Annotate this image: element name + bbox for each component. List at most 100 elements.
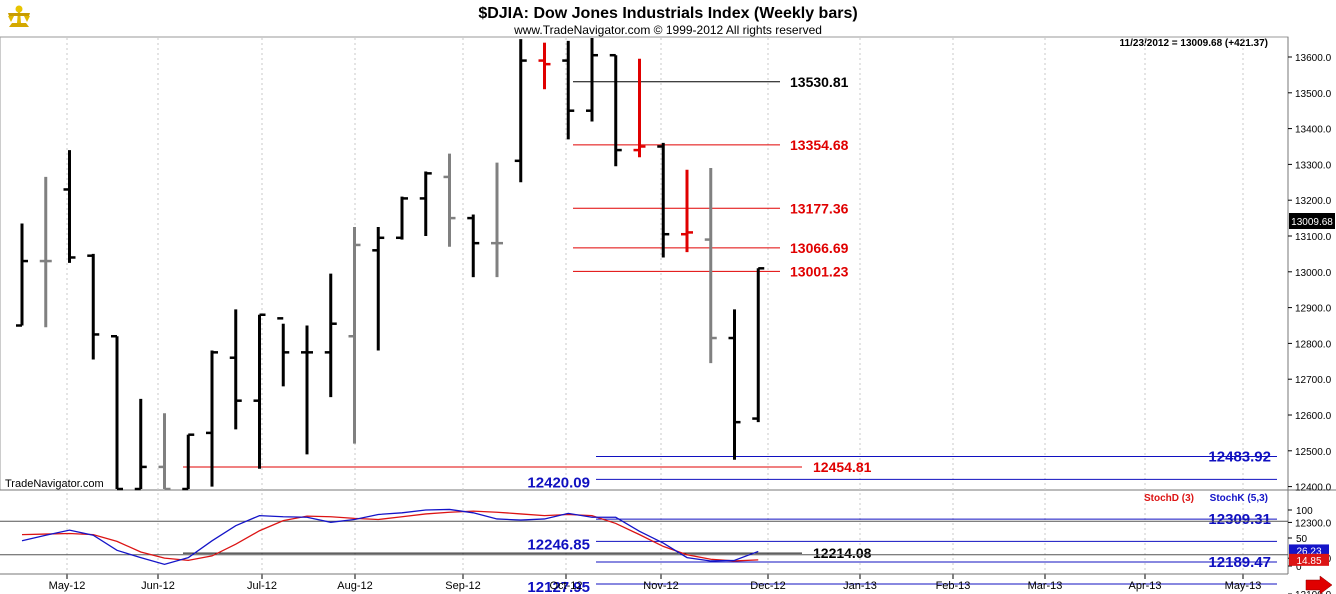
price-tick-label: 12100.0 [1295, 590, 1332, 594]
ohlc-bar [443, 153, 456, 247]
price-tick-label: 12400.0 [1295, 483, 1332, 494]
level-label: 12127.95 [527, 579, 590, 594]
price-axis: 12100.012200.012300.012400.012500.012600… [1288, 53, 1332, 594]
ohlc-bar [681, 169, 693, 253]
ohlc-bar [586, 38, 598, 122]
stochK-value-box [1289, 544, 1329, 557]
month-label: Jun-12 [141, 580, 175, 592]
ohlc-bar [134, 398, 147, 491]
ohlc-bar [63, 150, 76, 263]
ohlc-bar [182, 433, 195, 491]
price-tick-label: 13100.0 [1295, 232, 1332, 243]
price-bars [16, 38, 765, 491]
level-label: 13066.69 [790, 240, 849, 256]
stochK-legend: StochK (5,3) [1210, 493, 1268, 504]
level-lines: 13530.81 13354.68 13177.36 13066.69 13001.23… [183, 74, 1277, 594]
ohlc-bar [324, 273, 337, 398]
month-label: Feb-13 [936, 580, 971, 592]
ohlc-bar [277, 317, 290, 387]
month-label: Dec-12 [750, 580, 785, 592]
ohlc-bar [206, 350, 218, 487]
stochD-value-box [1289, 553, 1329, 566]
price-tick-label: 13600.0 [1295, 53, 1332, 64]
ohlc-bar [562, 40, 575, 140]
ohlc-bar [609, 53, 622, 167]
month-label: Sep-12 [445, 580, 480, 592]
price-tick-label: 13300.0 [1295, 160, 1332, 171]
ohlc-bar [39, 176, 52, 328]
ohlc-bar [657, 142, 670, 258]
trade-navigator-logo [8, 5, 30, 27]
stoch-tick-label: 50 [1296, 534, 1308, 545]
month-label: Mar-13 [1028, 580, 1063, 592]
month-label: Jan-13 [843, 580, 877, 592]
level-label: 12189.47 [1208, 554, 1271, 571]
price-tick-label: 13500.0 [1295, 89, 1332, 100]
level-label: 12483.92 [1208, 449, 1271, 466]
level-label: 13530.81 [790, 74, 849, 90]
ohlc-bar [111, 334, 123, 491]
ohlc-bar [514, 39, 527, 183]
time-axis: May-12 Jun-12 Jul-12 Aug-12 Sep-12 Oct-12 Nov-… [0, 573, 1288, 592]
price-tick-label: 12800.0 [1295, 339, 1332, 350]
price-tick-label: 12900.0 [1295, 304, 1332, 315]
ohlc-bar [396, 196, 408, 240]
price-tick-label: 12600.0 [1295, 411, 1332, 422]
level-label: 12246.85 [527, 536, 590, 553]
stochD-legend: StochD (3) [1144, 493, 1194, 504]
price-tick-label: 12700.0 [1295, 375, 1332, 386]
ohlc-bar [253, 313, 266, 469]
price-tick-label: 12500.0 [1295, 447, 1332, 458]
level-label: 12214.08 [813, 545, 872, 561]
month-label: Oct-12 [549, 580, 582, 592]
ohlc-bar [348, 227, 361, 444]
month-label: Nov-12 [643, 580, 678, 592]
level-label: 12309.31 [1208, 511, 1271, 528]
ohlc-bar [372, 227, 385, 351]
price-tick-label: 13400.0 [1295, 125, 1332, 136]
stochD-value-label: 14.85 [1296, 556, 1321, 567]
stoch-tick-label: 0 [1296, 562, 1302, 573]
ohlc-bar [87, 253, 100, 360]
stochD-line [21, 510, 759, 562]
copyright-subtitle: www.TradeNavigator.com © 1999-2012 All r… [513, 23, 822, 37]
ohlc-bar [704, 167, 717, 364]
status-readout: 11/23/2012 = 13009.68 (+421.37) [1120, 38, 1268, 49]
ohlc-bar [633, 58, 646, 158]
stoch-tick-label: 100 [1296, 506, 1313, 517]
price-tick-label: 13000.0 [1295, 268, 1332, 279]
ohlc-bar [491, 162, 503, 278]
ohlc-bar [467, 214, 480, 278]
month-label: Apr-13 [1128, 580, 1161, 592]
level-label: 12420.09 [527, 474, 590, 491]
level-label: 12454.81 [813, 459, 872, 475]
level-label: 13177.36 [790, 200, 849, 216]
ohlc-bar [158, 413, 171, 491]
price-tick-label: 13200.0 [1295, 196, 1332, 207]
ohlc-bar [301, 325, 313, 455]
stochK-value-label: 26.23 [1296, 546, 1321, 557]
level-label: 13001.23 [790, 263, 849, 279]
last-price-label: 13009.68 [1291, 217, 1333, 228]
ohlc-bar [538, 42, 551, 90]
level-label: 13354.68 [790, 137, 849, 153]
month-label: May-13 [1225, 580, 1262, 592]
month-label: Aug-12 [337, 580, 372, 592]
vertical-grid [66, 38, 1244, 574]
month-label: May-12 [49, 580, 86, 592]
stochK-line [21, 508, 759, 565]
watermark-label: TradeNavigator.com [5, 478, 104, 490]
ohlc-bar [229, 309, 242, 430]
ohlc-bar [728, 309, 741, 460]
price-tick-label: 12300.0 [1295, 518, 1332, 529]
scroll-right-arrow[interactable] [1305, 575, 1333, 594]
ohlc-bar [752, 267, 765, 423]
ohlc-bar [419, 171, 432, 236]
last-price-box [1289, 213, 1335, 229]
month-label: Jul-12 [247, 580, 277, 592]
chart-title: $DJIA: Dow Jones Industrials Index (Week… [478, 5, 857, 22]
ohlc-bar [16, 223, 28, 327]
